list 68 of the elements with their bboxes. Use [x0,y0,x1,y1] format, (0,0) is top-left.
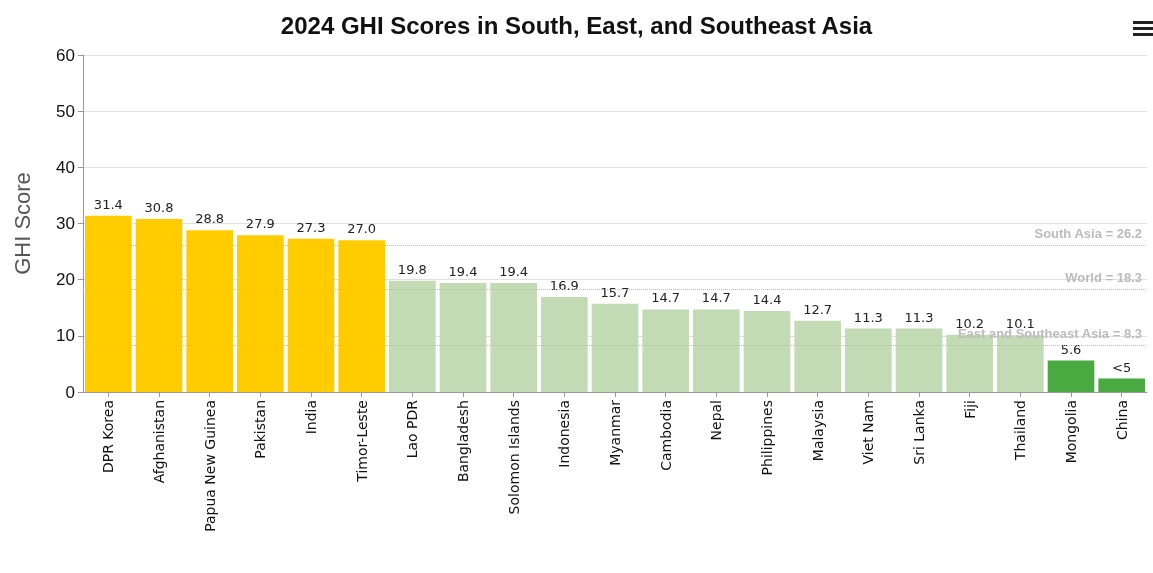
data-label: 14.7 [651,290,681,306]
bar [85,215,132,392]
data-label: 19.4 [448,264,478,280]
x-tick-label: Malaysia [809,400,826,462]
bar [693,309,740,392]
x-tick-label: Papua New Guinea [201,400,218,532]
bar [845,328,892,392]
x-tick-label: Viet Nam [860,400,877,465]
y-tick-label: 60 [56,45,75,65]
bar [591,303,639,392]
data-label: 27.0 [347,221,377,237]
bar [237,235,284,392]
data-label: 30.8 [144,200,174,216]
y-tick-label: 0 [65,382,75,402]
data-label: 27.9 [245,216,275,232]
x-tick-label: Thailand [1012,400,1029,462]
y-tick-label: 50 [56,101,75,121]
data-label: <5 [1112,359,1132,375]
x-tick-label: Cambodia [657,400,674,471]
ref-line-label: World = 18.3 [1065,270,1142,286]
bar [186,230,233,392]
x-tick-label: Myanmar [607,399,623,466]
bar [1098,378,1145,392]
bar [439,283,487,392]
x-tick-label: India [303,400,319,435]
x-tick-label: Afghanistan [151,400,167,484]
data-label: 31.4 [93,196,123,212]
y-tick-label: 10 [56,326,75,346]
x-tick-label: Solomon Islands [505,400,522,515]
x-tick-label: Mongolia [1063,400,1079,464]
bar [490,283,537,392]
data-label: 15.7 [600,284,630,300]
bar [287,238,335,392]
data-label: 11.3 [904,309,934,325]
bar [338,240,385,392]
x-tick-label: Timor-Leste [353,400,370,483]
y-tick-label: 40 [56,157,75,177]
x-tick-label: Lao PDR [404,399,421,459]
bar [895,328,943,392]
x-tick-label: DPR Korea [100,400,117,474]
x-tick-label: Indonesia [556,400,573,468]
ref-line-label: South Asia = 26.2 [1034,225,1142,241]
chart-title: 2024 GHI Scores in South, East, and Southeast Asia [280,11,873,39]
x-tick-label: Fiji [961,400,978,419]
bar [389,280,436,392]
bar [1047,360,1095,392]
x-tick-label: Nepal [708,400,725,441]
data-label: 14.7 [701,290,731,306]
data-label: 19.4 [499,264,529,280]
x-tick-label: China [1113,400,1130,440]
bar [794,320,841,392]
bar [541,297,588,392]
data-label: 12.7 [803,301,833,317]
data-label: 11.3 [853,309,883,325]
bar [743,311,791,392]
x-tick-label: Bangladesh [455,400,471,483]
bar [135,219,183,392]
y-tick-label: 20 [56,270,75,290]
data-label: 27.3 [296,219,326,235]
data-label: 14.4 [752,292,782,308]
x-tick-label: Sri Lanka [911,400,927,465]
data-label: 19.8 [397,261,427,277]
x-tick-label: Philippines [759,400,775,476]
bar [642,309,689,392]
x-tick-label: Pakistan [252,400,269,459]
y-tick-label: 30 [56,214,75,233]
y-axis-title: GHI Score [9,172,35,275]
data-label: 28.8 [195,211,225,227]
